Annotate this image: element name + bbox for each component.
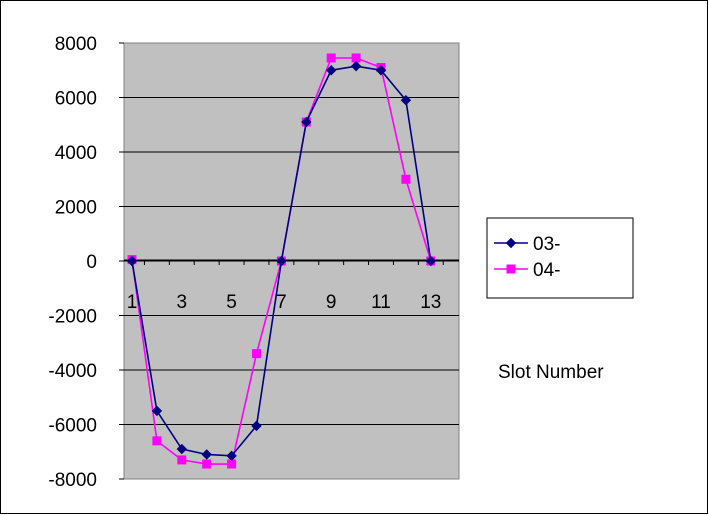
x-tick-label: 13 — [420, 292, 441, 313]
data-point — [301, 116, 312, 128]
data-point — [151, 405, 163, 417]
data-point — [401, 174, 411, 184]
series-03- — [126, 60, 437, 462]
data-point — [227, 459, 237, 469]
data-point — [425, 255, 437, 267]
y-tick-label: -4000 — [48, 361, 97, 382]
data-point — [400, 95, 412, 106]
data-point — [375, 65, 387, 76]
legend-label: 04- — [533, 260, 560, 281]
y-tick-label: -8000 — [48, 470, 97, 491]
y-tick-label: 6000 — [55, 89, 97, 110]
data-point — [202, 459, 212, 469]
x-tick-label: 5 — [226, 292, 237, 313]
data-point — [350, 60, 362, 72]
x-tick-label: 9 — [326, 292, 337, 313]
y-axis: 8000 6000 4000 2000 0 -2000 -4000 -6000 -8000 — [48, 34, 124, 491]
y-tick-label: -6000 — [48, 416, 97, 437]
x-tick-label: 1 — [127, 292, 138, 313]
data-point — [325, 65, 337, 76]
y-tick-label: 2000 — [55, 198, 97, 219]
x-axis: 1 3 5 7 9 11 13 — [124, 259, 459, 313]
legend-swatch-marker — [505, 237, 517, 249]
data-point — [326, 53, 336, 63]
series-layer — [126, 53, 437, 469]
legend: 03-04- — [486, 217, 634, 299]
data-point — [226, 450, 237, 462]
x-tick-label: 3 — [177, 292, 188, 313]
y-tick-label: 4000 — [55, 143, 97, 164]
legend-swatch-marker — [506, 264, 516, 274]
y-tick-label: -2000 — [48, 307, 97, 328]
data-point — [276, 255, 287, 267]
y-tick-label: 8000 — [55, 34, 97, 55]
data-point — [201, 449, 212, 460]
x-tick-label: 11 — [371, 292, 391, 313]
data-point — [251, 420, 262, 432]
data-point — [126, 255, 138, 267]
data-point — [177, 455, 187, 465]
data-point — [152, 436, 162, 446]
legend-box — [486, 217, 634, 299]
x-tick-label: 7 — [276, 292, 287, 313]
x-axis-label: Slot Number — [498, 362, 604, 383]
y-tick-label: 0 — [86, 252, 97, 273]
data-point — [351, 53, 361, 63]
data-point — [252, 349, 261, 359]
data-point — [176, 443, 188, 455]
legend-label: 03- — [533, 234, 560, 255]
